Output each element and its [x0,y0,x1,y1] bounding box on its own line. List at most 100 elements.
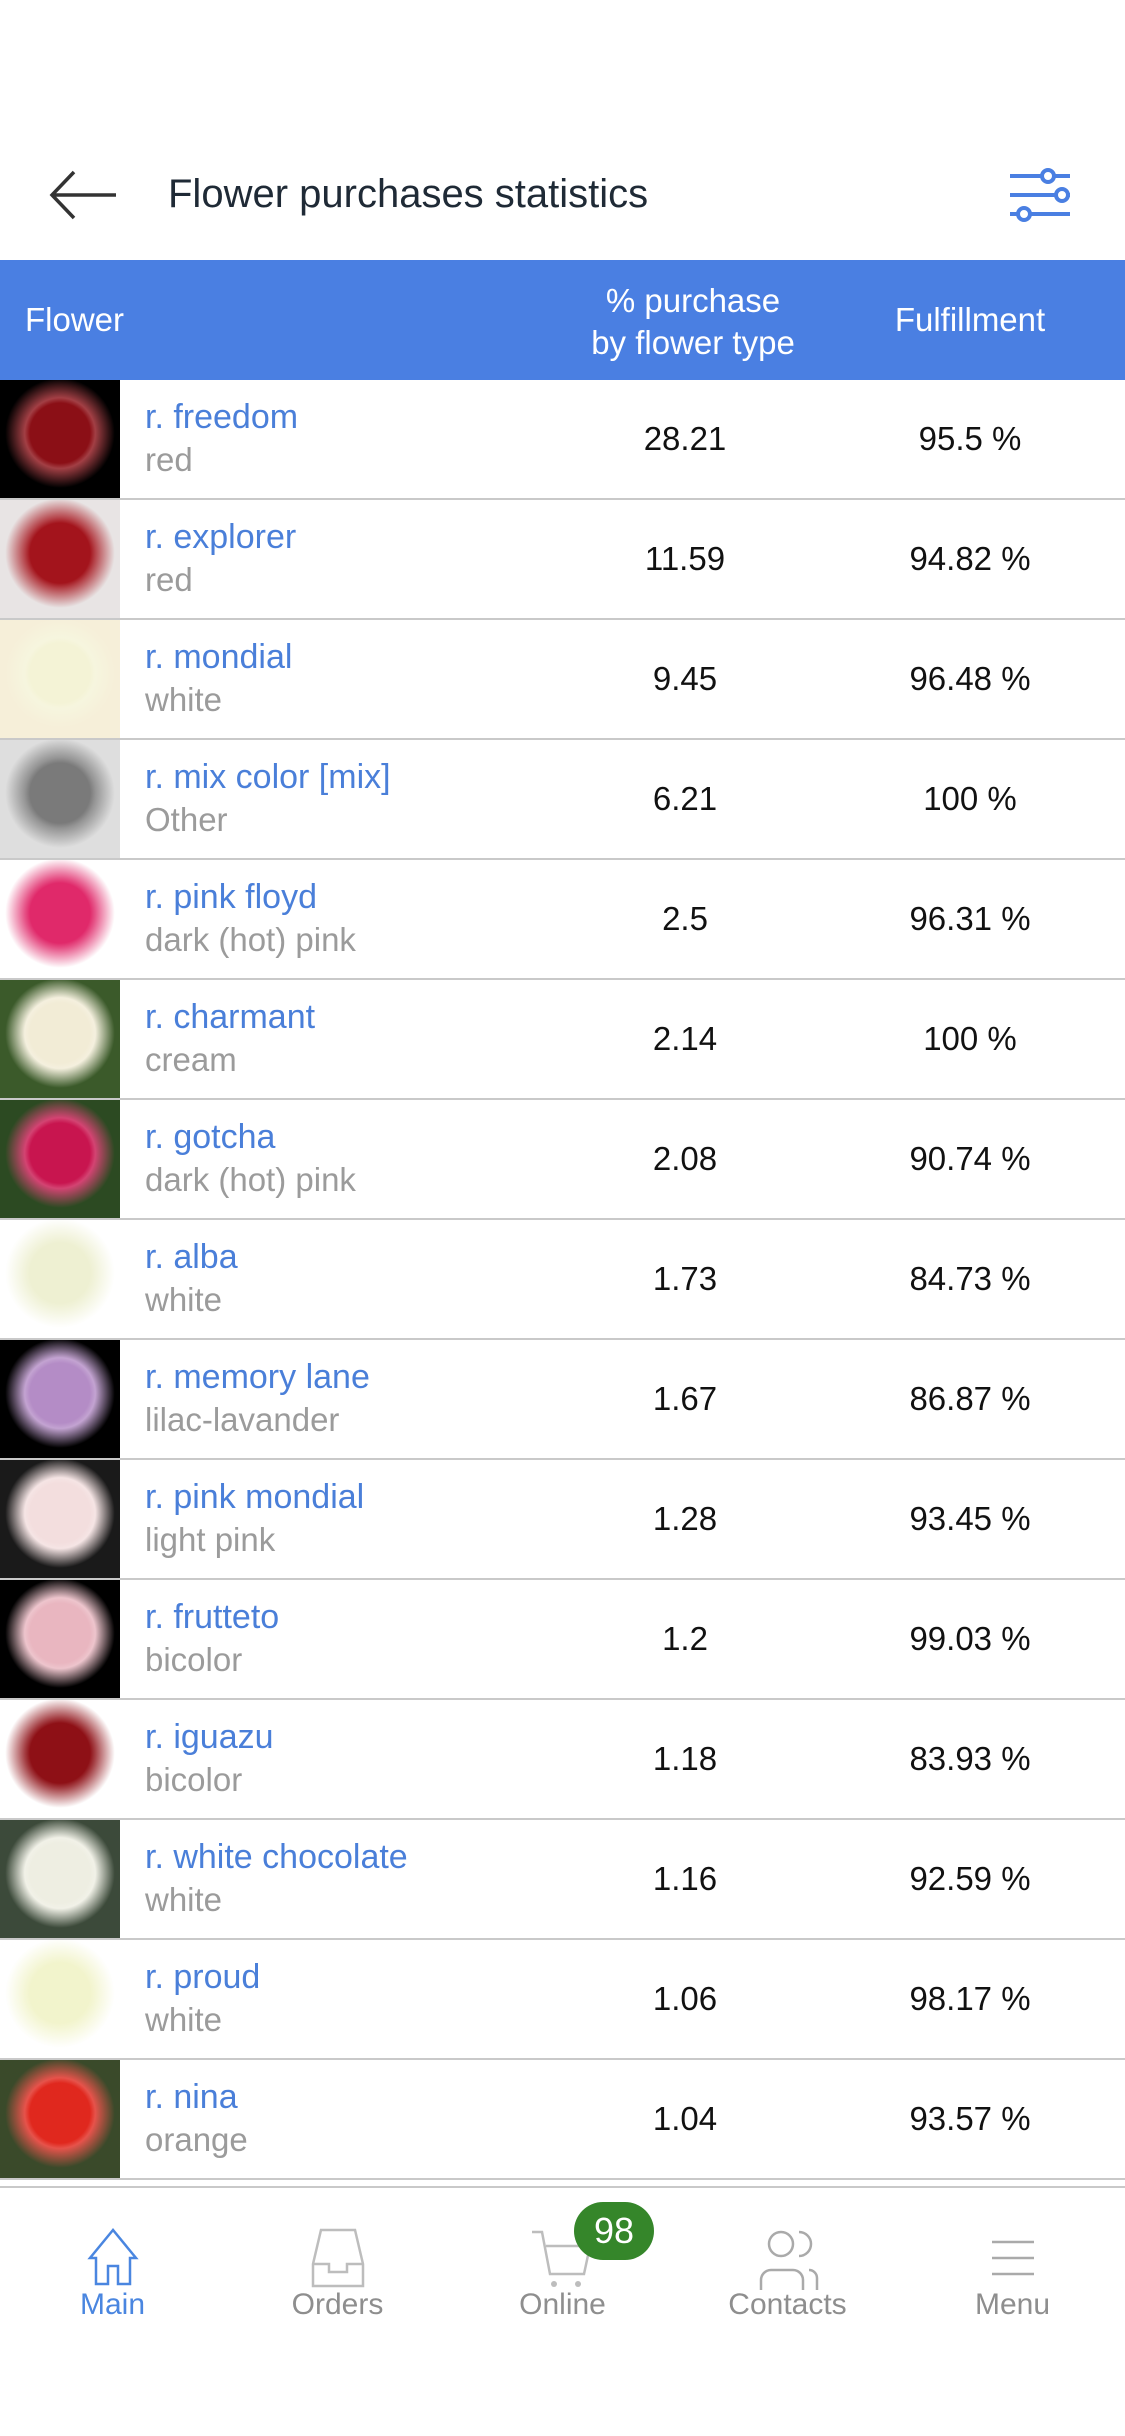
flower-image [0,1340,120,1458]
flower-name[interactable]: r. freedom [145,398,299,436]
inbox-icon [311,2228,365,2288]
flower-image [0,740,120,858]
purchase-percent: 1.67 [652,1380,718,1417]
arrow-left-icon[interactable] [44,160,124,230]
fulfillment: 84.73 % [909,1260,1031,1297]
fulfillment: 99.03 % [909,1620,1031,1657]
flower-color: white [145,1881,223,1918]
column-flower[interactable]: Flower [25,301,125,338]
flower-image [0,500,120,618]
table-row[interactable]: r. alba white 1.73 84.73 % [0,1220,1125,1340]
purchase-percent: 6.21 [652,780,718,817]
nav-orders[interactable]: Orders [225,2188,450,2338]
flower-name[interactable]: r. white chocolate [145,1838,408,1876]
table-row[interactable]: r. pink mondial light pink 1.28 93.45 % [0,1460,1125,1580]
table-row[interactable]: r. charmant cream 2.14 100 % [0,980,1125,1100]
nav-menu[interactable]: Menu [900,2188,1125,2338]
fulfillment: 90.74 % [909,1140,1031,1177]
table-row[interactable]: r. gotcha dark (hot) pink 2.08 90.74 % [0,1100,1125,1220]
top-bar: Flower purchases statistics [0,130,1125,260]
nav-online[interactable]: Online [450,2188,675,2338]
table-row[interactable]: r. freedom red 28.21 95.5 % [0,380,1125,500]
column-fulfillment[interactable]: Fulfillment [894,301,1046,338]
fulfillment: 83.93 % [909,1740,1031,1777]
column-purchase-line2: by flower type [591,324,795,361]
flower-name[interactable]: r. nina [145,2078,238,2116]
sliders-icon[interactable] [1004,158,1078,232]
flower-name[interactable]: r. mondial [145,638,293,676]
purchase-percent: 1.04 [652,2100,718,2137]
purchase-percent: 9.45 [652,660,718,697]
nav-label: Menu [974,2288,1051,2321]
flower-name[interactable]: r. gotcha [145,1118,276,1156]
flower-image [0,620,120,738]
flower-color: bicolor [145,1641,243,1678]
flower-name[interactable]: r. mix color [mix] [145,758,391,796]
flower-image [0,1820,120,1938]
flower-name[interactable]: r. memory lane [145,1358,370,1396]
flower-color: light pink [145,1521,276,1558]
nav-label: Main [79,2288,146,2321]
purchase-percent: 2.14 [652,1020,718,1057]
column-purchase-percent[interactable]: % purchase by flower type [555,280,831,364]
table-row[interactable]: r. proud white 1.06 98.17 % [0,1940,1125,2060]
flower-name[interactable]: r. pink floyd [145,878,317,916]
flower-image [0,1580,120,1698]
nav-main[interactable]: Main [0,2188,225,2338]
table-row[interactable]: r. nina orange 1.04 93.57 % [0,2060,1125,2180]
table-row[interactable]: r. white chocolate white 1.16 92.59 % [0,1820,1125,1940]
table-row[interactable]: r. iguazu bicolor 1.18 83.93 % [0,1700,1125,1820]
column-purchase-line1: % purchase [605,282,781,319]
fulfillment: 93.57 % [909,2100,1031,2137]
flower-color: Other [145,801,228,838]
fulfillment: 92.59 % [909,1860,1031,1897]
flower-name[interactable]: r. alba [145,1238,238,1276]
purchase-percent: 2.5 [662,900,708,937]
table-row[interactable]: r. mix color [mix] Other 6.21 100 % [0,740,1125,860]
fulfillment: 96.31 % [909,900,1031,937]
flower-color: red [145,441,193,478]
flower-image [0,2060,120,2178]
nav-label: Orders [291,2288,384,2321]
page-title: Flower purchases statistics [168,172,649,216]
flower-color: dark (hot) pink [145,1161,356,1198]
table-row[interactable]: r. explorer red 11.59 94.82 % [0,500,1125,620]
flower-name[interactable]: r. proud [145,1958,261,1996]
purchase-percent: 2.08 [652,1140,718,1177]
flower-color: dark (hot) pink [145,921,356,958]
flower-name[interactable]: r. explorer [145,518,297,556]
table-row[interactable]: r. frutteto bicolor 1.2 99.03 % [0,1580,1125,1700]
fulfillment: 93.45 % [909,1500,1031,1537]
table-row[interactable]: r. pink floyd dark (hot) pink 2.5 96.31 … [0,860,1125,980]
nav-label: Contacts [728,2288,847,2321]
flower-image [0,380,120,498]
purchase-percent: 1.28 [652,1500,718,1537]
fulfillment: 98.17 % [909,1980,1031,2017]
flower-name[interactable]: r. iguazu [145,1718,274,1756]
fulfillment: 95.5 % [918,420,1022,457]
nav-label: Online [519,2288,606,2321]
table-row[interactable]: r. mondial white 9.45 96.48 % [0,620,1125,740]
fulfillment: 96.48 % [909,660,1031,697]
flower-color: bicolor [145,1761,243,1798]
flower-image [0,1220,120,1338]
flower-color: orange [145,2121,248,2158]
users-icon [759,2230,819,2290]
flower-color: red [145,561,193,598]
table-body: r. freedom red 28.21 95.5 % r. explorer … [0,380,1125,2180]
purchase-percent: 11.59 [644,540,726,577]
table-row[interactable]: r. memory lane lilac-lavander 1.67 86.87… [0,1340,1125,1460]
flower-name[interactable]: r. charmant [145,998,316,1036]
flower-name[interactable]: r. pink mondial [145,1478,365,1516]
flower-image [0,1100,120,1218]
fulfillment: 100 % [923,780,1017,817]
purchase-percent: 1.18 [652,1740,718,1777]
purchase-percent: 1.06 [652,1980,718,2017]
purchase-percent: 28.21 [643,420,727,457]
nav-contacts[interactable]: Contacts [675,2188,900,2338]
flower-image [0,1940,120,2058]
flower-name[interactable]: r. frutteto [145,1598,280,1636]
flower-color: white [145,681,223,718]
flower-color: white [145,1281,223,1318]
bottom-nav: Main Orders Online Contacts Menu 98 [0,2186,1125,2436]
